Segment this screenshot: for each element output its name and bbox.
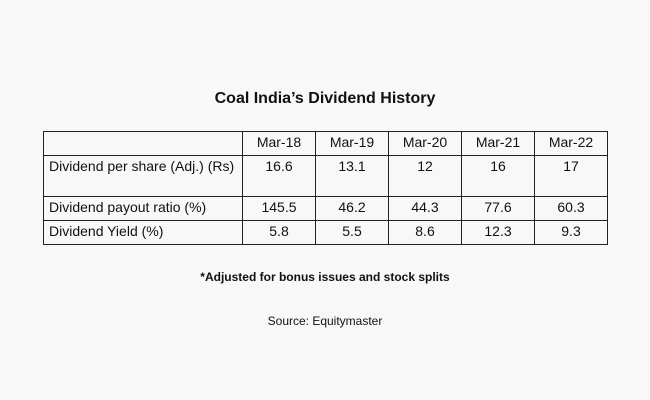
header-cell: Mar-21 bbox=[461, 131, 535, 156]
header-cell: Mar-20 bbox=[388, 131, 462, 156]
header-cell bbox=[43, 131, 243, 156]
row-label: Dividend payout ratio (%) bbox=[43, 196, 243, 221]
table-cell: 12 bbox=[388, 155, 462, 197]
source-note: Source: Equitymaster bbox=[267, 314, 383, 328]
header-cell: Mar-19 bbox=[315, 131, 389, 156]
table-row: Dividend payout ratio (%) 145.5 46.2 44.… bbox=[43, 196, 608, 221]
table-cell: 77.6 bbox=[461, 196, 535, 221]
table-cell: 16.6 bbox=[242, 155, 316, 197]
table-cell: 9.3 bbox=[534, 220, 608, 245]
table-cell: 16 bbox=[461, 155, 535, 197]
dividend-table: Mar-18 Mar-19 Mar-20 Mar-21 Mar-22 Divid… bbox=[43, 131, 608, 245]
footnote: *Adjusted for bonus issues and stock spl… bbox=[200, 270, 450, 284]
table-row: Dividend Yield (%) 5.8 5.5 8.6 12.3 9.3 bbox=[43, 220, 608, 245]
table-cell: 8.6 bbox=[388, 220, 462, 245]
row-label: Dividend Yield (%) bbox=[43, 220, 243, 245]
table-cell: 5.8 bbox=[242, 220, 316, 245]
table-header-row: Mar-18 Mar-19 Mar-20 Mar-21 Mar-22 bbox=[43, 131, 608, 156]
page-title: Coal India’s Dividend History bbox=[214, 90, 436, 107]
table-row: Dividend per share (Adj.) (Rs) 16.6 13.1… bbox=[43, 155, 608, 197]
header-cell: Mar-18 bbox=[242, 131, 316, 156]
table-cell: 13.1 bbox=[315, 155, 389, 197]
table-cell: 46.2 bbox=[315, 196, 389, 221]
table-cell: 44.3 bbox=[388, 196, 462, 221]
header-cell: Mar-22 bbox=[534, 131, 608, 156]
table-cell: 17 bbox=[534, 155, 608, 197]
row-label: Dividend per share (Adj.) (Rs) bbox=[43, 155, 243, 197]
table-cell: 145.5 bbox=[242, 196, 316, 221]
table-cell: 60.3 bbox=[534, 196, 608, 221]
table-cell: 5.5 bbox=[315, 220, 389, 245]
table-cell: 12.3 bbox=[461, 220, 535, 245]
